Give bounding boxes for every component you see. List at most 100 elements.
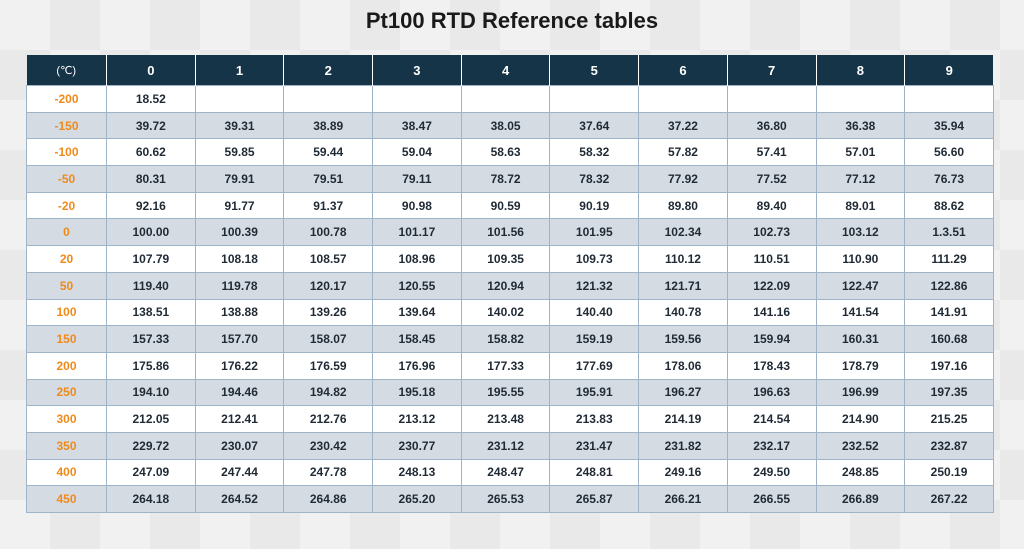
resistance-cell: 266.21 bbox=[638, 485, 728, 513]
resistance-cell: 1.3.51 bbox=[904, 218, 994, 247]
resistance-cell: 214.19 bbox=[638, 405, 728, 433]
resistance-cell: 141.16 bbox=[726, 298, 817, 327]
table-row: -50 80.31 79.91 79.51 79.11 78.72 78.32 77.92 77… bbox=[26, 165, 994, 193]
table-row: 250 194.10 194.46 194.82 195.18 195.55 195.91 1… bbox=[26, 378, 994, 407]
resistance-cell: 101.95 bbox=[549, 218, 640, 247]
resistance-cell: 58.63 bbox=[460, 138, 551, 167]
resistance-cell: 232.87 bbox=[904, 431, 994, 460]
resistance-cell: 57.41 bbox=[726, 138, 817, 167]
resistance-cell: 196.27 bbox=[638, 378, 728, 407]
resistance-cell: 37.64 bbox=[549, 111, 640, 140]
resistance-cell: 231.12 bbox=[460, 431, 551, 460]
resistance-cell: 121.32 bbox=[549, 271, 640, 300]
resistance-cell: 157.70 bbox=[194, 325, 285, 353]
resistance-cell: 195.18 bbox=[372, 378, 462, 407]
resistance-cell: 213.12 bbox=[372, 405, 462, 433]
resistance-cell: 215.25 bbox=[904, 405, 994, 433]
resistance-cell: 76.73 bbox=[904, 165, 994, 193]
resistance-cell: 89.40 bbox=[726, 191, 817, 220]
resistance-cell: 77.52 bbox=[726, 165, 817, 193]
table-row: 20 107.79 108.18 108.57 108.96 109.35 109.73 11… bbox=[26, 245, 994, 273]
resistance-cell: 212.05 bbox=[106, 405, 196, 433]
resistance-cell: 141.91 bbox=[904, 298, 994, 327]
temperature-cell: 350 bbox=[26, 431, 107, 460]
resistance-cell: 88.62 bbox=[904, 191, 994, 220]
resistance-cell: 265.87 bbox=[549, 485, 640, 513]
temperature-cell: -20 bbox=[26, 191, 107, 220]
resistance-cell: 230.07 bbox=[194, 431, 285, 460]
resistance-cell: 197.16 bbox=[904, 351, 994, 380]
table-row: -200 18.52 bbox=[26, 85, 994, 113]
resistance-cell: 230.77 bbox=[372, 431, 462, 460]
resistance-cell: 122.86 bbox=[904, 271, 994, 300]
resistance-cell: 266.89 bbox=[815, 485, 906, 513]
column-header-7: 7 bbox=[726, 55, 816, 86]
temperature-cell: 20 bbox=[26, 245, 107, 273]
resistance-cell: 158.82 bbox=[460, 325, 551, 353]
resistance-cell: 214.90 bbox=[815, 405, 906, 433]
resistance-cell: 157.33 bbox=[106, 325, 196, 353]
resistance-cell: 266.55 bbox=[726, 485, 817, 513]
resistance-cell: 89.80 bbox=[638, 191, 728, 220]
resistance-cell: 194.82 bbox=[283, 378, 374, 407]
resistance-cell: 247.78 bbox=[283, 458, 374, 487]
resistance-cell: 79.91 bbox=[194, 165, 285, 193]
table-row: 300 212.05 212.41 212.76 213.12 213.48 213.83 2… bbox=[26, 405, 994, 433]
resistance-cell: 196.99 bbox=[815, 378, 906, 407]
resistance-cell: 140.78 bbox=[638, 298, 728, 327]
resistance-cell: 102.34 bbox=[638, 218, 728, 247]
resistance-cell: 122.47 bbox=[815, 271, 906, 300]
column-header-8: 8 bbox=[815, 55, 905, 86]
resistance-cell: 78.32 bbox=[549, 165, 640, 193]
resistance-cell bbox=[549, 85, 640, 113]
resistance-cell: 247.09 bbox=[106, 458, 196, 487]
table-body: -200 18.52 -150 39.72 39.31 38.89 38.47 38.05 37… bbox=[26, 85, 994, 513]
resistance-cell: 101.17 bbox=[372, 218, 462, 247]
column-header-3: 3 bbox=[372, 55, 462, 86]
resistance-cell: 90.59 bbox=[460, 191, 551, 220]
resistance-cell: 196.63 bbox=[726, 378, 817, 407]
resistance-cell: 159.56 bbox=[638, 325, 728, 353]
resistance-cell bbox=[460, 85, 551, 113]
resistance-cell: 119.78 bbox=[194, 271, 285, 300]
table-row: 450 264.18 264.52 264.86 265.20 265.53 265.87 2… bbox=[26, 485, 994, 513]
resistance-cell: 35.94 bbox=[904, 111, 994, 140]
resistance-cell: 194.46 bbox=[194, 378, 285, 407]
resistance-cell: 79.11 bbox=[372, 165, 462, 193]
resistance-cell: 213.83 bbox=[549, 405, 640, 433]
resistance-cell: 159.94 bbox=[726, 325, 817, 353]
resistance-cell: 250.19 bbox=[904, 458, 994, 487]
resistance-cell: 249.50 bbox=[726, 458, 817, 487]
resistance-cell: 231.47 bbox=[549, 431, 640, 460]
resistance-cell: 267.22 bbox=[904, 485, 994, 513]
resistance-cell: 103.12 bbox=[815, 218, 906, 247]
table-row: -150 39.72 39.31 38.89 38.47 38.05 37.64 37.22 3… bbox=[26, 111, 994, 140]
resistance-cell: 77.92 bbox=[638, 165, 728, 193]
resistance-cell: 139.26 bbox=[283, 298, 374, 327]
table-row: 350 229.72 230.07 230.42 230.77 231.12 231.47 2… bbox=[26, 431, 994, 460]
resistance-cell bbox=[726, 85, 817, 113]
resistance-cell: 140.40 bbox=[549, 298, 640, 327]
resistance-cell: 91.77 bbox=[194, 191, 285, 220]
resistance-cell: 37.22 bbox=[638, 111, 728, 140]
resistance-cell: 138.88 bbox=[194, 298, 285, 327]
resistance-cell: 264.86 bbox=[283, 485, 374, 513]
resistance-cell: 59.04 bbox=[372, 138, 462, 167]
table-row: 400 247.09 247.44 247.78 248.13 248.47 248.81 2… bbox=[26, 458, 994, 487]
resistance-cell: 176.22 bbox=[194, 351, 285, 380]
resistance-cell: 57.82 bbox=[638, 138, 728, 167]
column-header-9: 9 bbox=[904, 55, 994, 86]
resistance-cell: 100.78 bbox=[283, 218, 374, 247]
resistance-cell: 59.85 bbox=[194, 138, 285, 167]
table-row: -20 92.16 91.77 91.37 90.98 90.59 90.19 89.80 89… bbox=[26, 191, 994, 220]
resistance-cell: 158.45 bbox=[372, 325, 462, 353]
resistance-cell: 120.17 bbox=[283, 271, 374, 300]
resistance-cell: 177.69 bbox=[549, 351, 640, 380]
table-row: 0 100.00 100.39 100.78 101.17 101.56 101.95 102… bbox=[26, 218, 994, 247]
resistance-cell: 119.40 bbox=[106, 271, 196, 300]
resistance-cell: 38.05 bbox=[460, 111, 551, 140]
resistance-cell: 107.79 bbox=[106, 245, 196, 273]
resistance-cell: 194.10 bbox=[106, 378, 196, 407]
resistance-cell: 38.89 bbox=[283, 111, 374, 140]
resistance-cell: 109.35 bbox=[460, 245, 551, 273]
